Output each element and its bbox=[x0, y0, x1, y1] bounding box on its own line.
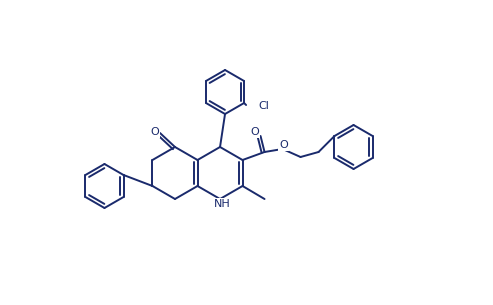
Text: O: O bbox=[279, 140, 288, 150]
Text: Cl: Cl bbox=[258, 101, 269, 111]
Text: NH: NH bbox=[213, 199, 230, 209]
Text: O: O bbox=[250, 127, 259, 137]
Text: O: O bbox=[151, 127, 159, 137]
